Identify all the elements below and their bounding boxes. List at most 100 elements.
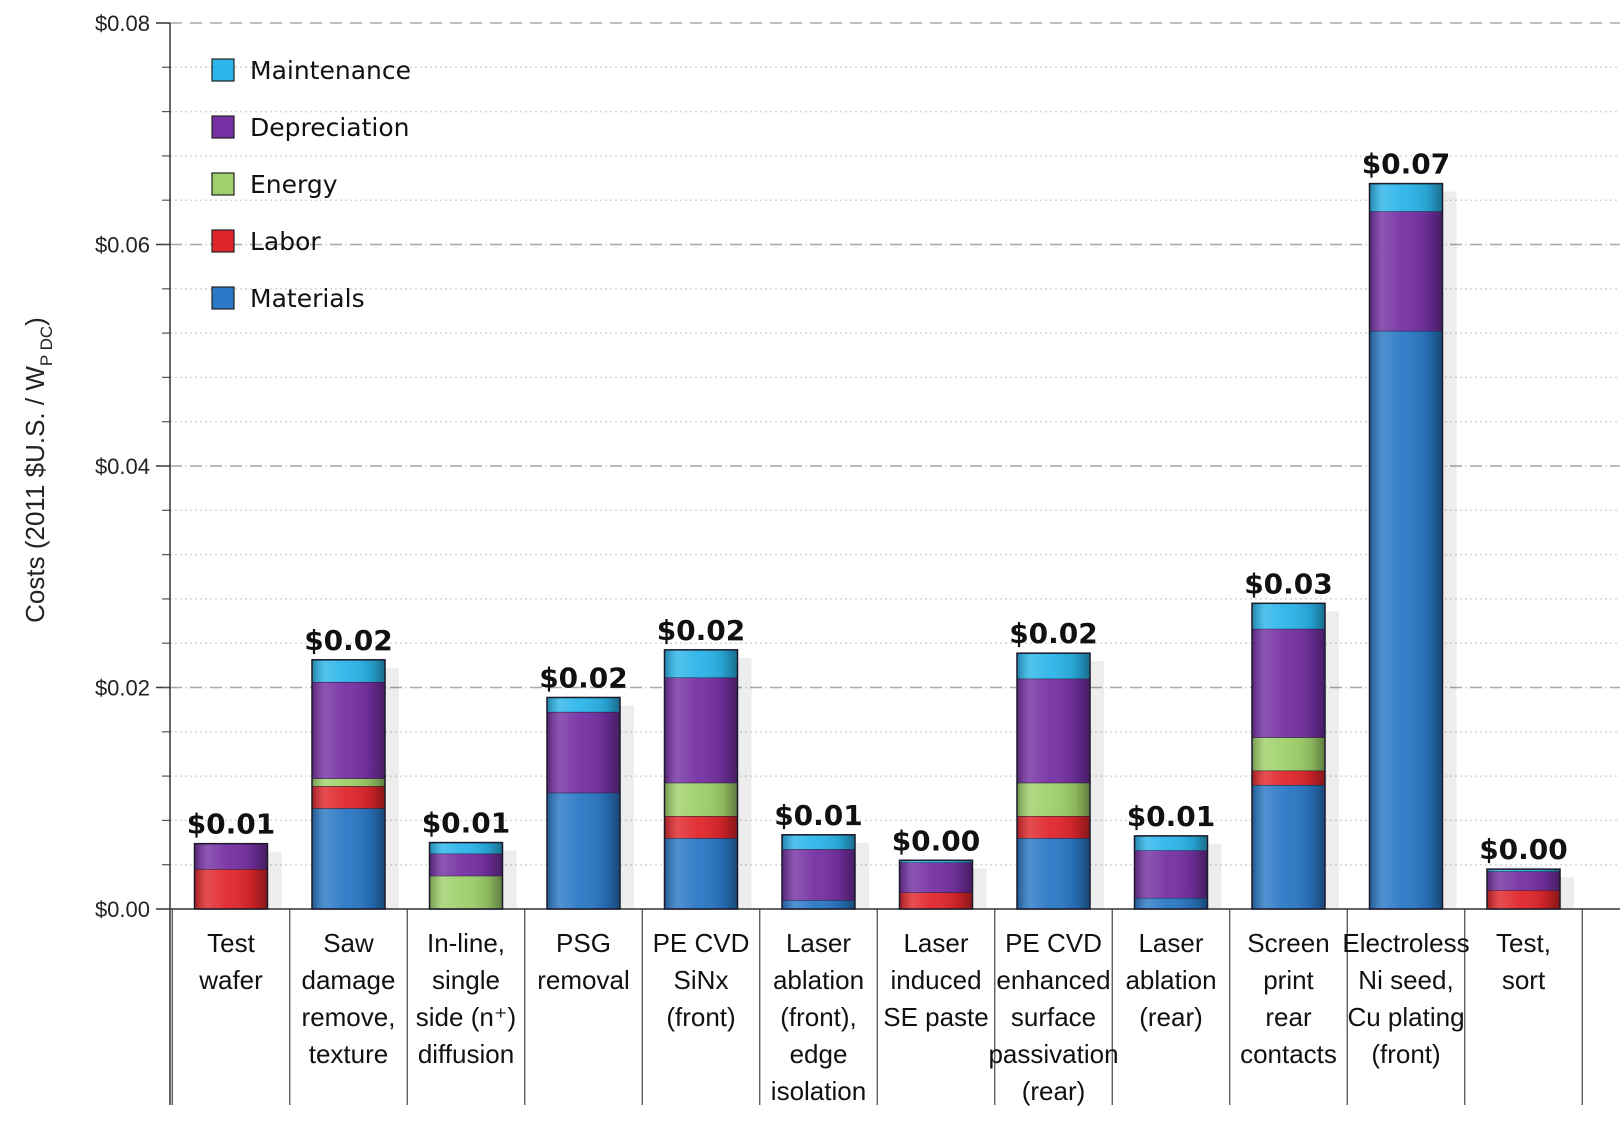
x-category-label-line: SE paste: [883, 1002, 989, 1032]
x-category-label-line: surface: [1011, 1002, 1096, 1032]
bar-segment-shading: [1369, 330, 1443, 909]
legend-swatch: [211, 229, 235, 253]
bar-segment-shading: [782, 849, 855, 901]
x-category-label-line: damage: [302, 965, 396, 995]
bar-total-label: $0.02: [657, 614, 746, 647]
bar-outline: [193, 842, 269, 910]
legend-label: Labor: [250, 227, 321, 256]
x-category-label: Laser induced SE paste: [883, 928, 989, 1032]
x-category-label-line: PE CVD: [653, 928, 750, 958]
legend-label: Materials: [250, 284, 365, 313]
bar-stack: $0.01: [1127, 800, 1222, 910]
x-category-label-line: ablation: [773, 965, 864, 995]
bar-segment-shading: [312, 659, 385, 682]
legend-label: Depreciation: [250, 113, 410, 142]
bar-total-label: $0.01: [774, 799, 863, 832]
bar-segment-shading: [1369, 183, 1443, 212]
x-category-label-line: (front): [666, 1002, 735, 1032]
x-category-label: Electroless Ni seed, Cu plating (front): [1342, 928, 1469, 1069]
x-category-label-line: Screen: [1247, 928, 1329, 958]
bar-segment-shading: [194, 843, 268, 870]
legend-swatch: [211, 115, 235, 139]
bar-total-label: $0.00: [1479, 833, 1568, 866]
x-category-label: Test, sort: [1496, 928, 1551, 995]
bar-stack: $0.01: [187, 808, 282, 910]
bar-segment-shading: [1017, 653, 1090, 679]
bar-total-label: $0.02: [304, 624, 393, 657]
bar-outline: [311, 659, 386, 910]
bars: $0.01 $0.02 $0.01 $0.02 $0.02 $0.01 $0.00 $0.02…: [187, 148, 1574, 910]
bar-stack: $0.07: [1362, 148, 1457, 910]
x-category-label: Screen print rear contacts: [1240, 928, 1337, 1069]
bar-total-label: $0.01: [1127, 800, 1216, 833]
legend-swatch: [211, 172, 235, 196]
bar-outline: [1251, 602, 1326, 910]
x-category-label-line: rear: [1265, 1002, 1312, 1032]
legend-item: Maintenance: [211, 56, 411, 85]
y-tick-label: $0.06: [95, 233, 150, 258]
bar-outline: [781, 834, 856, 910]
x-category-label-line: enhanced: [996, 965, 1110, 995]
bar-segment-shading: [429, 853, 503, 876]
x-category-label: Saw damage remove, texture: [302, 928, 396, 1069]
bar-total-label: $0.02: [1009, 617, 1098, 650]
x-category-label-line: contacts: [1240, 1039, 1337, 1069]
legend-item: Materials: [211, 284, 365, 313]
bar-outline: [1016, 652, 1091, 910]
x-category-label-line: removal: [537, 965, 629, 995]
bar-segment-shading: [1134, 897, 1208, 909]
bar-segment-shading: [429, 875, 503, 909]
bar-segment-shading: [899, 892, 973, 909]
bar-segment-shading: [782, 834, 855, 850]
bar-segment-shading: [312, 681, 385, 779]
legend-item: Energy: [211, 170, 338, 199]
x-category-label-line: texture: [309, 1039, 389, 1069]
x-category-label-line: Test,: [1496, 928, 1551, 958]
x-category-label-line: wafer: [198, 965, 263, 995]
bar-total-label: $0.01: [187, 808, 276, 841]
bar-stack: $0.00: [1479, 833, 1574, 910]
x-category-label: PSG removal: [537, 928, 629, 995]
x-category-label-line: side (n⁺): [416, 1002, 516, 1032]
bar-segment-shading: [312, 778, 385, 787]
x-category-label-line: (rear): [1139, 1002, 1203, 1032]
x-category-label-line: diffusion: [418, 1039, 514, 1069]
bar-stack: $0.02: [539, 661, 634, 910]
bar-total-label: $0.07: [1362, 148, 1451, 181]
bar-segment-shading: [1487, 869, 1560, 872]
x-category-label-line: In-line,: [427, 928, 505, 958]
y-axis-label-subscript: P DC: [37, 326, 56, 366]
bar-stack: $0.02: [304, 624, 399, 910]
bar-segment-shading: [1017, 782, 1090, 816]
bar-total-label: $0.01: [422, 807, 511, 840]
bar-stack: $0.02: [1009, 617, 1104, 910]
bar-segment-shading: [1487, 890, 1560, 909]
bar-stack: $0.00: [892, 824, 987, 910]
bar-segment-shading: [194, 869, 268, 909]
x-category-label-line: Laser: [1138, 928, 1203, 958]
x-category-label-line: PE CVD: [1005, 928, 1102, 958]
bar-outline: [663, 649, 739, 910]
bar-segment-shading: [547, 697, 620, 712]
bar-outline: [428, 841, 504, 910]
bar-segment-shading: [1252, 737, 1325, 771]
y-axis-label: Costs (2011 $U.S. / WP DC): [20, 317, 56, 623]
bar-segment-shading: [1134, 850, 1208, 898]
bar-segment-shading: [1134, 835, 1208, 851]
legend-label: Maintenance: [250, 56, 411, 85]
legend-swatch: [211, 286, 235, 310]
bar-outline: [1368, 182, 1444, 910]
bar-segment-shading: [1252, 770, 1325, 785]
legend-label: Energy: [250, 170, 338, 199]
x-category-label: Laser ablation (rear): [1125, 928, 1216, 1032]
bar-segment-shading: [312, 808, 385, 909]
y-tick-label: $0.08: [95, 11, 150, 36]
bar-segment-shading: [1017, 678, 1090, 783]
bar-segment-shading: [664, 649, 738, 678]
x-category-label: PE CVD SiNx (front): [653, 928, 750, 1032]
bar-total-label: $0.00: [892, 824, 981, 857]
x-category-label: PE CVD enhanced surface passivation (rear): [988, 928, 1118, 1106]
bar-segment-shading: [664, 838, 738, 909]
bar-segment-shading: [547, 711, 620, 793]
